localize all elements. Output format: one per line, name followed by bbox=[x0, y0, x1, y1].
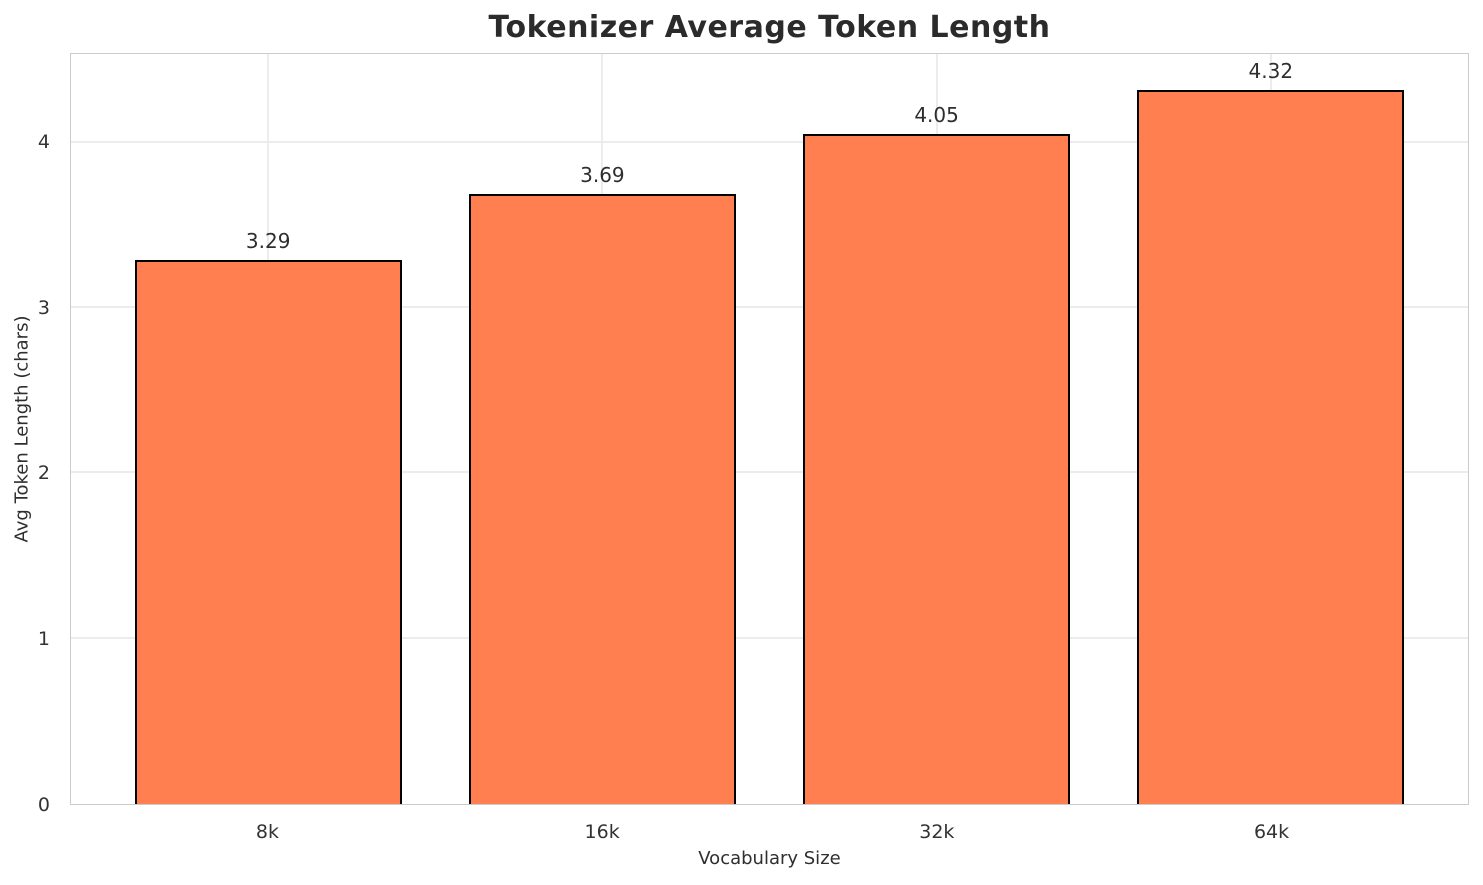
bar-32k bbox=[802, 134, 1071, 804]
chart-title: Tokenizer Average Token Length bbox=[488, 10, 1051, 45]
y-tick-label: 3 bbox=[37, 296, 50, 319]
bar-value-label: 4.32 bbox=[1248, 58, 1294, 83]
gridline-horizontal bbox=[71, 471, 1468, 474]
bar-value-label: 4.05 bbox=[914, 103, 959, 128]
y-tick-label: 4 bbox=[37, 130, 50, 153]
bar-value-label: 3.69 bbox=[580, 162, 625, 187]
bar-16k bbox=[468, 193, 737, 804]
bar-8k bbox=[134, 260, 402, 804]
gridline-horizontal bbox=[71, 140, 1468, 143]
y-axis-ticks: 0 1 2 3 4 bbox=[0, 53, 60, 816]
x-tick-label: 16k bbox=[584, 821, 620, 843]
x-axis-ticks: 8k 16k 32k 64k bbox=[70, 805, 1469, 850]
x-tick-label: 64k bbox=[1253, 821, 1290, 843]
y-tick-label: 0 bbox=[37, 794, 50, 816]
x-tick-label: 8k bbox=[255, 821, 279, 843]
y-tick-label: 1 bbox=[37, 628, 50, 651]
bar-64k bbox=[1137, 89, 1405, 804]
plot-area: 3.29 3.69 4.05 4.32 bbox=[70, 53, 1469, 805]
gridline-horizontal bbox=[71, 305, 1468, 308]
y-tick-label: 2 bbox=[37, 462, 50, 485]
bar-value-label: 3.29 bbox=[245, 229, 291, 254]
x-axis-label: Vocabulary Size bbox=[698, 848, 841, 869]
x-tick-label: 32k bbox=[919, 821, 955, 843]
gridline-horizontal bbox=[71, 636, 1468, 639]
